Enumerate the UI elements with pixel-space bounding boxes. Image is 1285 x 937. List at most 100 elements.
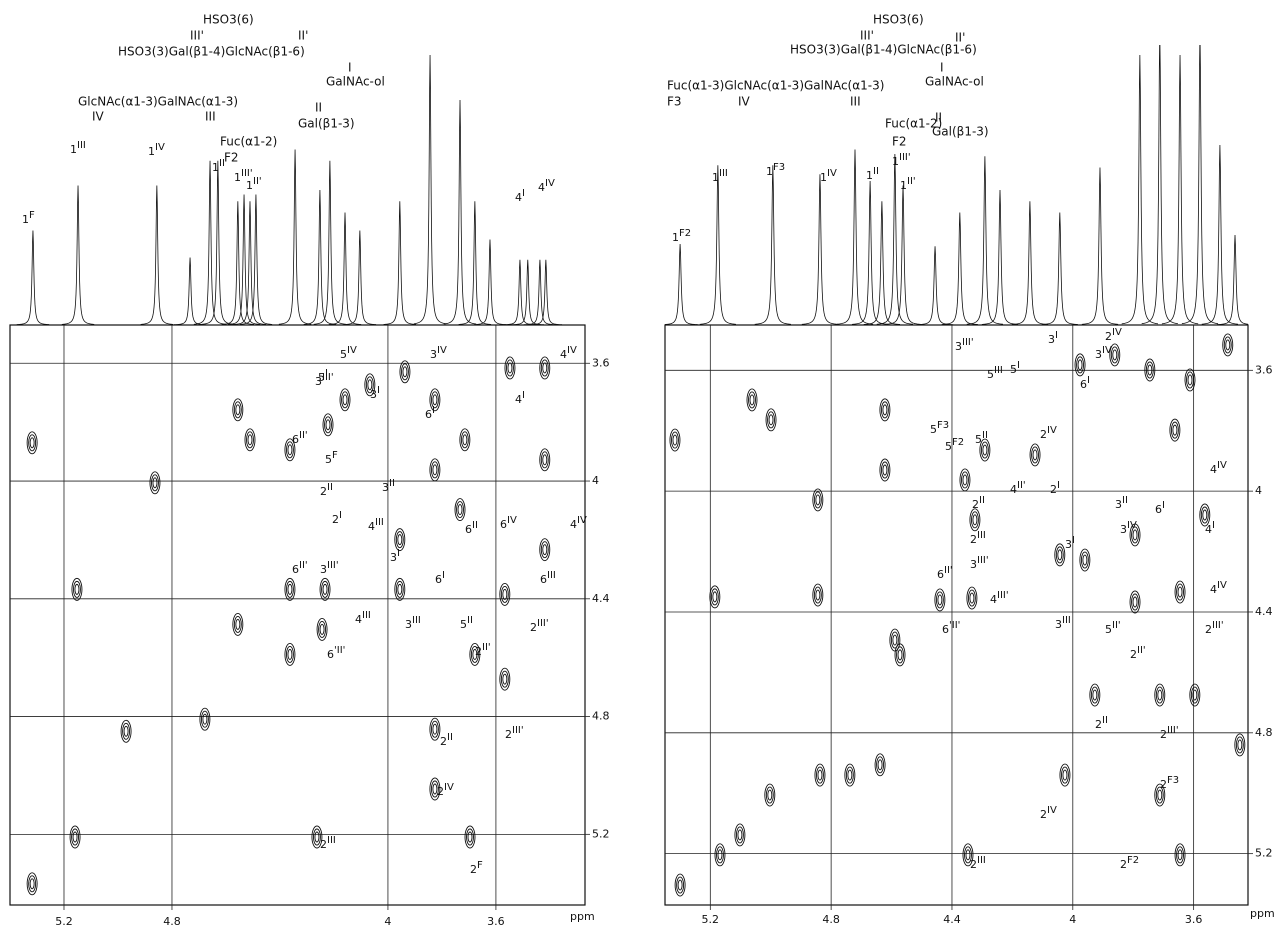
contour: [26, 431, 38, 455]
y-tick-label: 4: [592, 474, 599, 487]
cross-peak-label: 6I: [435, 570, 445, 586]
cross-peak: [316, 617, 328, 641]
contour: [429, 777, 441, 801]
contour: [341, 391, 349, 409]
cross-peak-label: 2F3: [1160, 775, 1179, 791]
contour: [542, 362, 548, 374]
contour: [322, 413, 334, 437]
contour: [284, 438, 296, 462]
spectrum-peak: [383, 201, 417, 325]
structure-text: III': [860, 29, 874, 43]
spectrum-peak: [1181, 45, 1219, 325]
cross-peak: [429, 458, 441, 482]
cross-peak: [339, 388, 351, 412]
spectrum-peak: [981, 189, 1019, 325]
contour: [432, 723, 438, 735]
y-tick-label: 4.4: [1255, 605, 1273, 618]
cross-peak: [1189, 683, 1201, 707]
spectrum-peak: [529, 259, 563, 326]
contour: [1177, 586, 1183, 598]
contour: [74, 583, 80, 595]
contour: [847, 769, 853, 781]
cross-peak: [69, 825, 81, 849]
contour: [710, 588, 719, 606]
contour: [284, 643, 296, 666]
y-tick-label: 3.6: [1255, 363, 1273, 376]
contour: [539, 448, 551, 472]
contour: [815, 494, 821, 506]
cross-peak: [499, 582, 511, 606]
contour: [676, 876, 685, 894]
contour: [429, 717, 441, 741]
structure-text: F2: [892, 135, 907, 149]
contour: [244, 428, 256, 452]
contour: [815, 589, 821, 601]
y-tick-label: 5.2: [592, 827, 610, 840]
spectrum-peak: [221, 201, 255, 325]
cross-peak-label: 4IV: [1210, 580, 1227, 596]
peak-label: 1IV: [820, 168, 837, 184]
contour: [284, 577, 296, 601]
contour: [1029, 443, 1041, 467]
contour: [314, 831, 320, 843]
cross-peak: [1029, 443, 1041, 467]
contour: [969, 592, 975, 604]
y-tick-label: 4: [1255, 484, 1262, 497]
contour: [247, 434, 253, 446]
spectrum-peak: [227, 194, 261, 325]
cross-peak: [764, 783, 776, 807]
contour: [457, 504, 463, 516]
contour: [880, 401, 889, 419]
contour: [454, 498, 466, 522]
cross-peak-label: 4III: [355, 610, 371, 626]
cross-peak-label: 6II': [292, 430, 308, 446]
contour: [322, 583, 328, 595]
contour: [432, 464, 438, 476]
cross-peak: [879, 458, 891, 482]
contour: [935, 591, 944, 609]
cross-peak: [429, 777, 441, 801]
contour: [1089, 683, 1101, 707]
contour: [467, 831, 473, 843]
contour: [1079, 548, 1091, 572]
spectrum-peak: [1121, 54, 1159, 325]
contour: [980, 441, 989, 459]
contour: [29, 878, 35, 890]
peak-label: 1II': [246, 176, 262, 192]
contour: [235, 404, 241, 416]
spectrum-peak: [916, 246, 954, 326]
cross-peak-label: 2III: [970, 855, 986, 871]
peak-label: 1III: [70, 140, 86, 156]
cross-peak-label: 4III': [990, 590, 1009, 606]
contour: [1177, 849, 1183, 861]
contour: [672, 434, 678, 446]
contour: [432, 783, 438, 795]
cross-peak-label: 6III: [540, 570, 556, 586]
contour: [1225, 339, 1231, 351]
contour: [1055, 546, 1064, 564]
structure-text: Fuc(α1-2): [220, 135, 277, 149]
contour: [962, 843, 974, 867]
cross-peak: [874, 753, 886, 777]
spectrum-peak: [140, 185, 174, 325]
contour: [233, 401, 242, 419]
peak-label: 1II: [212, 158, 225, 174]
contour: [1222, 333, 1234, 357]
contour: [539, 356, 551, 380]
spectrum-peak: [443, 99, 477, 325]
cross-peak: [1199, 503, 1211, 527]
structure-text: GalNAc-ol: [326, 75, 385, 89]
contour: [1176, 583, 1184, 601]
contour: [892, 634, 898, 646]
cross-peak: [322, 413, 334, 437]
peak-label: 1F2: [672, 228, 691, 244]
x-axis-label: ppm: [1250, 907, 1275, 920]
spectrum-peak: [313, 160, 347, 325]
cross-peak-label: 4I: [1205, 520, 1215, 536]
cross-peak-label: 3IV: [430, 345, 447, 361]
cross-peak-label: 3III': [320, 560, 339, 576]
cross-peak: [394, 528, 406, 552]
contour: [970, 511, 979, 529]
cross-peak: [284, 577, 296, 601]
contour: [325, 419, 331, 431]
